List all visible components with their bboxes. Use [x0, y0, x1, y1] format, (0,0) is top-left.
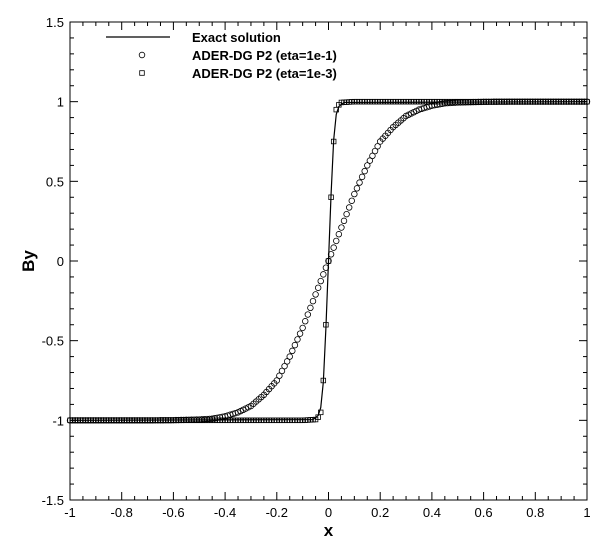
circle-marker	[369, 152, 376, 160]
square-marker	[323, 322, 329, 328]
axis-ticks: -1 -0.8 -0.6 -0.4 -0.2 0 0.2 0.4 0.6 0.8 1-1.5-1-0…	[42, 15, 591, 520]
y-tick-label: 0	[57, 254, 64, 269]
legend-label: ADER-DG P2 (eta=1e-3)	[192, 66, 337, 81]
circle-marker	[283, 358, 291, 365]
circle-marker	[330, 244, 337, 251]
x-tick-label: -1	[64, 505, 76, 520]
circle-marker	[325, 257, 332, 265]
circle-marker	[366, 157, 374, 164]
y-tick-label: 1.5	[46, 15, 64, 30]
x-tick-label: 0.8	[526, 505, 544, 520]
circle-marker	[317, 277, 324, 285]
square-marker	[330, 138, 337, 145]
exact-solution-line	[69, 101, 588, 421]
x-tick-label: -0.8	[110, 505, 132, 520]
series-layer	[66, 98, 591, 424]
circle-marker	[353, 185, 361, 192]
circle-marker	[281, 362, 288, 370]
circle-marker	[314, 284, 322, 291]
circle-marker	[304, 311, 312, 318]
y-tick-label: -0.5	[42, 334, 64, 349]
x-tick-label: 0.2	[371, 505, 389, 520]
x-tick-label: -0.4	[214, 505, 236, 520]
circle-marker	[320, 271, 327, 278]
y-tick-label: 0.5	[46, 174, 64, 189]
circle-marker	[309, 297, 317, 305]
square-marker	[318, 409, 324, 416]
circle-marker	[335, 231, 343, 238]
legend-label: Exact solution	[192, 30, 281, 45]
y-tick-label: -1.5	[42, 493, 64, 508]
square-marker	[328, 194, 334, 200]
circle-marker	[327, 251, 335, 258]
circle-marker	[312, 291, 319, 298]
legend: Exact solution ADER-DG P2 (eta=1e-1) ADER-…	[106, 30, 337, 81]
circle-marker	[302, 318, 309, 325]
x-tick-label: -0.2	[266, 505, 288, 520]
circle-marker	[364, 162, 371, 169]
circle-marker	[278, 367, 286, 375]
x-axis-label: x	[324, 521, 334, 540]
circle-marker	[286, 353, 293, 360]
circle-marker	[276, 372, 283, 379]
circle-marker	[322, 264, 330, 271]
series-3	[67, 98, 590, 424]
square-marker	[320, 377, 327, 384]
y-tick-label: -1	[52, 413, 64, 428]
x-tick-label: 0.6	[475, 505, 493, 520]
circle-marker	[289, 347, 296, 355]
x-tick-label: 0	[325, 505, 332, 520]
x-tick-label: -0.6	[162, 505, 184, 520]
circle-marker	[296, 330, 304, 337]
circle-marker	[351, 190, 358, 198]
x-tick-label: 0.4	[423, 505, 441, 520]
series-1	[69, 101, 588, 421]
square-marker	[325, 258, 332, 264]
y-axis-label: By	[19, 250, 38, 272]
legend-circle-sample	[138, 51, 146, 59]
circle-marker	[345, 204, 353, 211]
circle-marker	[333, 237, 340, 245]
circle-marker	[374, 143, 381, 150]
circle-marker	[340, 217, 348, 225]
circle-marker	[361, 167, 368, 175]
y-tick-label: 1	[57, 95, 64, 110]
legend-square-sample	[139, 70, 145, 76]
legend-label: ADER-DG P2 (eta=1e-1)	[192, 48, 337, 63]
circle-marker	[299, 324, 306, 332]
circle-marker	[371, 147, 379, 155]
x-tick-label: 1	[583, 505, 590, 520]
circle-marker	[291, 341, 299, 349]
circle-marker	[338, 224, 345, 231]
circle-marker	[356, 179, 363, 186]
circle-marker	[294, 336, 301, 343]
circle-marker	[307, 304, 314, 312]
circle-marker	[343, 210, 350, 218]
circle-marker	[348, 197, 355, 204]
square-marker	[584, 98, 590, 105]
circle-marker	[273, 377, 280, 384]
circle-marker	[358, 173, 366, 181]
